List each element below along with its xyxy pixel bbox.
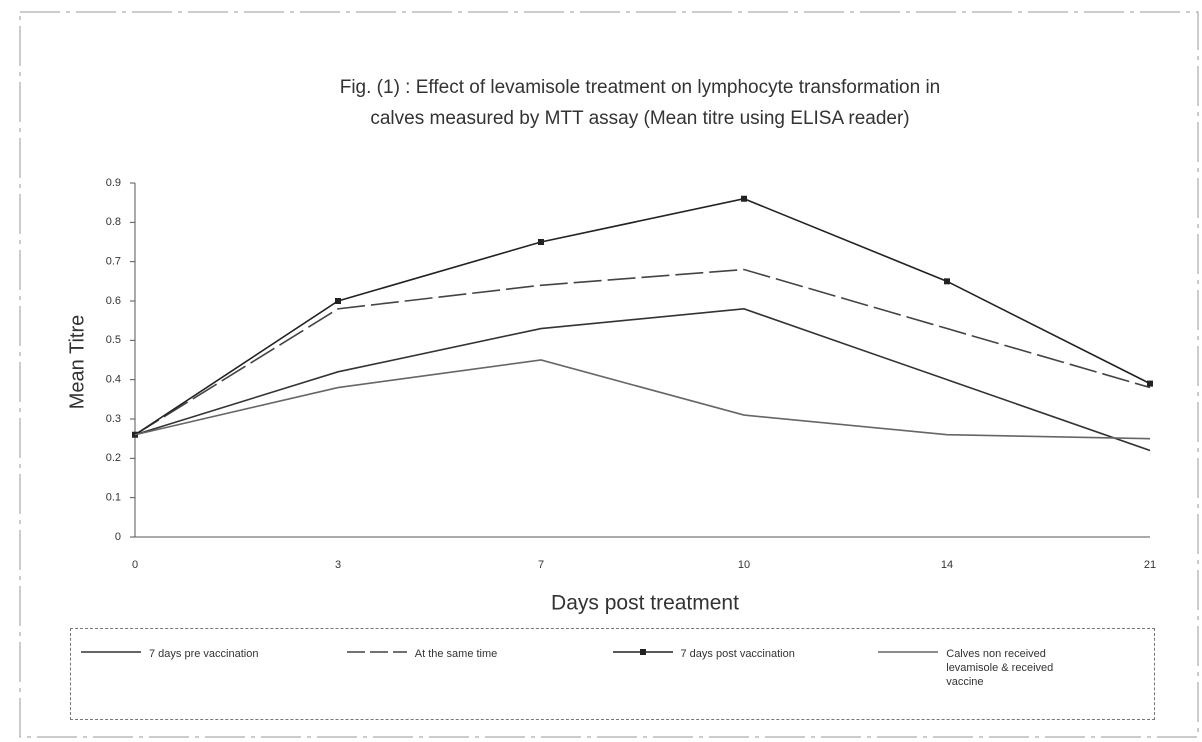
legend-item: 7 days post vaccination — [612, 647, 879, 719]
series-line — [134, 359, 1151, 440]
x-tick-label: 21 — [1144, 559, 1156, 571]
series-line — [134, 308, 1151, 452]
data-point — [741, 195, 747, 202]
legend: 7 days pre vaccination At the same time 7 … — [70, 628, 1155, 720]
y-tick-label: 0.1 — [106, 492, 121, 504]
legend-label: Calves non received levamisole & receive… — [946, 648, 1054, 688]
y-tick-label: 0.5 — [106, 334, 121, 346]
legend-swatch — [81, 651, 141, 653]
y-tick-label: 0.2 — [106, 452, 121, 464]
legend-swatch — [346, 651, 407, 653]
data-point — [1147, 380, 1153, 387]
y-tick-label: 0.8 — [106, 216, 121, 228]
legend-swatch — [612, 649, 673, 655]
legend-marker — [639, 649, 646, 655]
data-point — [335, 298, 341, 304]
figure-frame — [19, 11, 1199, 738]
series-line — [134, 197, 1151, 436]
y-tick-label: 0 — [115, 531, 121, 543]
y-tick-label: 0.9 — [106, 177, 121, 189]
x-tick-label: 10 — [738, 559, 750, 571]
data-point — [944, 278, 950, 285]
legend-swatch — [878, 651, 939, 653]
legend-item: Calves non received levamisole & receive… — [878, 647, 1144, 719]
x-axis-label: Days post treatment — [551, 592, 739, 615]
x-tick-label: 7 — [538, 559, 544, 571]
legend-item: At the same time — [346, 647, 613, 719]
legend-item: 7 days pre vaccination — [81, 647, 347, 719]
x-tick-label: 3 — [335, 559, 341, 571]
legend-label: At the same time — [414, 648, 498, 660]
y-tick-label: 0.3 — [106, 413, 121, 425]
y-tick-label: 0.4 — [106, 374, 121, 386]
x-tick-label: 0 — [132, 559, 138, 571]
legend-label: 7 days pre vaccination — [149, 648, 259, 660]
y-tick-label: 0.6 — [106, 295, 121, 307]
chart-title: calves measured by MTT assay (Mean titre… — [370, 108, 909, 129]
x-tick-label: 14 — [941, 559, 953, 571]
series-line — [134, 268, 1151, 436]
chart-title: Fig. (1) : Effect of levamisole treatmen… — [340, 77, 941, 98]
data-point — [538, 239, 544, 245]
y-axis-label: Mean Titre — [66, 315, 88, 409]
legend-label: 7 days post vaccination — [680, 648, 795, 660]
y-tick-label: 0.7 — [106, 256, 121, 268]
